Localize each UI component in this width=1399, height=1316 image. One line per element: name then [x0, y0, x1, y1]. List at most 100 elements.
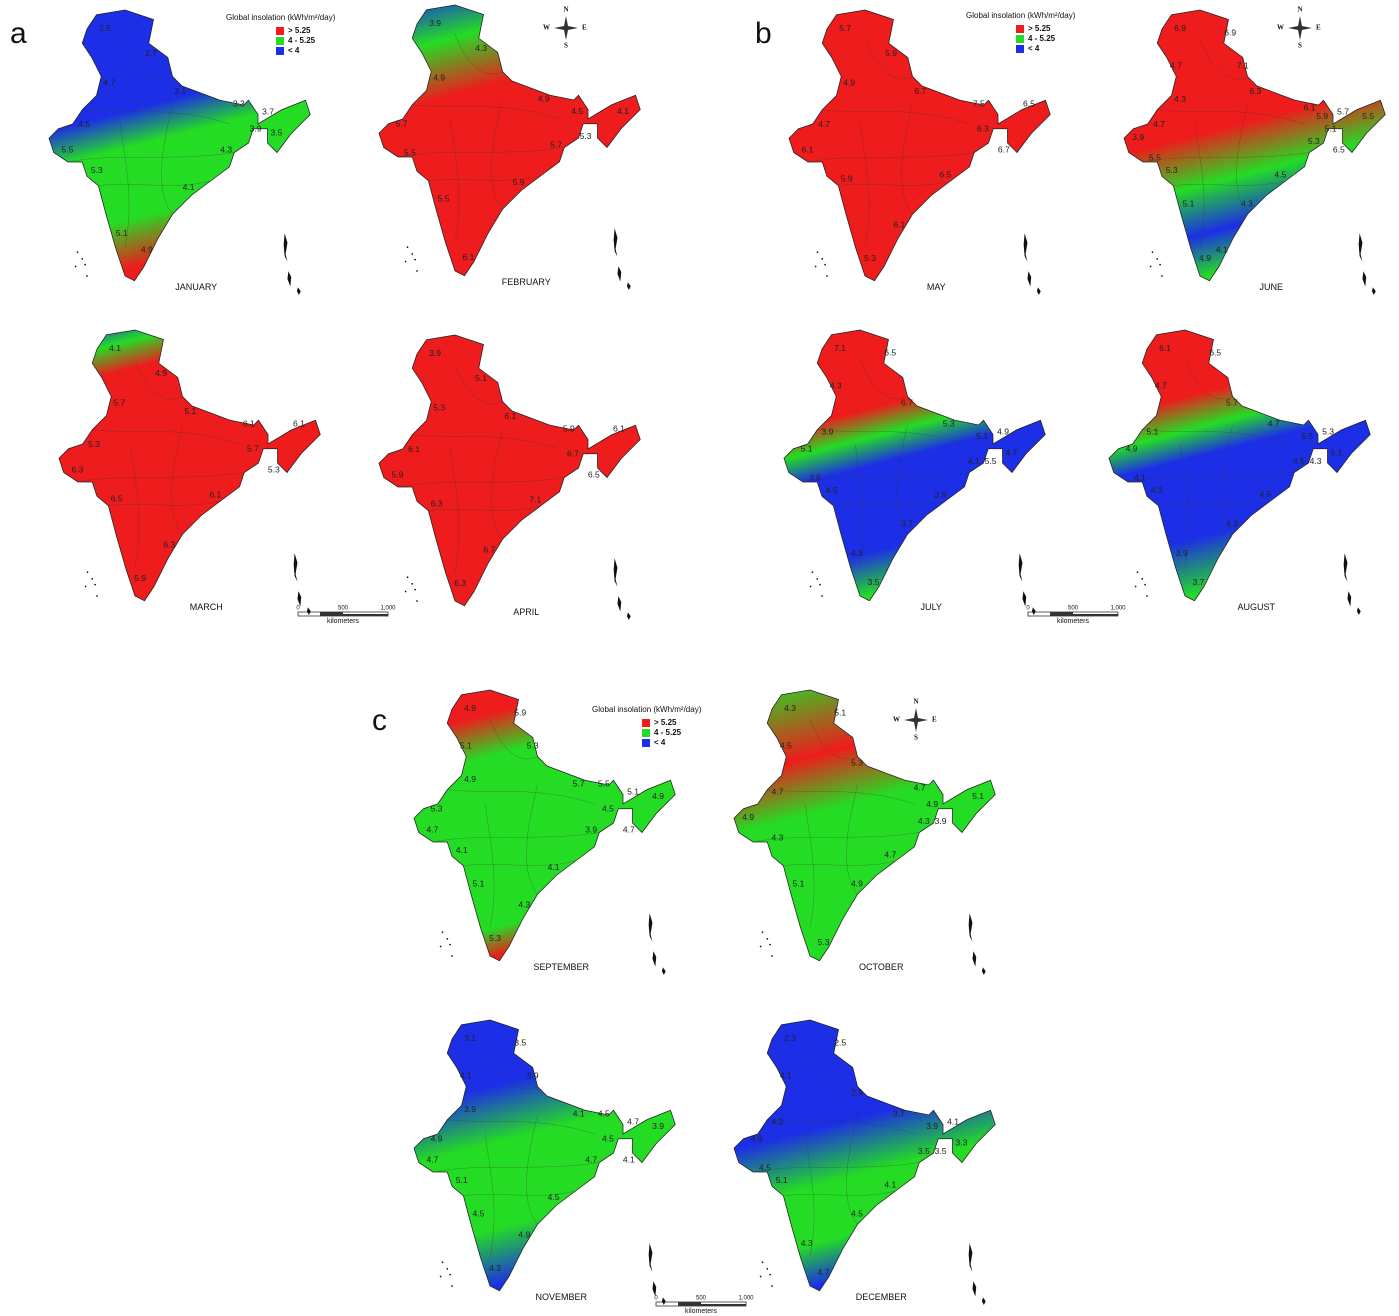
contour-line: [432, 832, 600, 843]
contour-line: [1142, 152, 1310, 163]
contour-line: [1142, 429, 1290, 445]
scale-bar-fill: [678, 1302, 701, 1306]
contour-value: 4.5: [780, 741, 792, 751]
contour-line: [412, 434, 560, 450]
contour-line: [783, 1190, 896, 1196]
contour-value: 6.9: [1174, 23, 1186, 33]
contour-line: [120, 123, 130, 248]
compass-label: E: [582, 24, 587, 32]
contour-value: 4.9: [433, 72, 445, 82]
legend-swatch: [276, 37, 284, 45]
island: [771, 1285, 773, 1287]
island: [809, 585, 812, 588]
panel-letter: c: [372, 704, 387, 737]
contour-value: 4.9: [538, 93, 550, 103]
country-outline: [48, 9, 311, 282]
contour-value: 3.7: [901, 519, 913, 529]
map: JULY 7.1 6.5 6.7 5.3 5.1 4.9 4.7 5.5 4.1 3.9 3.7 3.5…: [783, 329, 1046, 615]
contour-value: 5.7: [1337, 107, 1349, 117]
contour-value: 4.1: [623, 1154, 635, 1164]
contour-value: 6.1: [893, 220, 905, 230]
contour-line: [901, 104, 913, 215]
island: [86, 571, 89, 574]
contour-value: 5.3: [818, 937, 830, 947]
legend-swatch: [1016, 45, 1024, 53]
contour-line: [846, 784, 858, 895]
contour-value: 5.7: [573, 778, 585, 788]
island: [1141, 578, 1144, 580]
contour-value: 5.3: [433, 402, 445, 412]
island: [1161, 275, 1163, 277]
month-label: APRIL: [513, 607, 539, 617]
contour-line: [447, 789, 595, 805]
contour-value: 4.5: [548, 1192, 560, 1202]
contour-line: [822, 109, 970, 125]
island: [1036, 287, 1041, 295]
island: [76, 251, 79, 254]
island: [84, 585, 87, 588]
island: [972, 951, 977, 967]
country-outline: [1108, 329, 1371, 602]
contour-value: 4.7: [1170, 61, 1182, 71]
scale-bar-fill: [343, 614, 388, 616]
legend-label: < 4: [654, 738, 666, 747]
contour-line: [485, 803, 495, 928]
contour-value: 4.7: [818, 1267, 830, 1277]
contour-value: 3.9: [934, 489, 946, 499]
contour-value: 4.9: [652, 791, 664, 801]
contour-value: 4.9: [742, 812, 754, 822]
contour-line: [77, 472, 245, 483]
scale-bar-fill: [1050, 612, 1073, 616]
legend-swatch: [642, 719, 650, 727]
contour-value: 4.7: [818, 119, 830, 129]
legend-label: 4 - 5.25: [1028, 34, 1056, 43]
map: MARCH 4.1 4.9 5.1 6.1 6.1 5.3 5.7 6.1 6.3 5.9 6.5 6.…: [58, 329, 321, 615]
contour-value: 5.1: [976, 431, 988, 441]
contour-value: 4.5: [759, 1163, 771, 1173]
legend-label: > 5.25: [288, 26, 311, 35]
contour-value: 4.3: [475, 43, 487, 53]
island: [613, 228, 618, 257]
contour-value: 3.9: [527, 1071, 539, 1081]
scale-tick: 0: [1026, 606, 1030, 612]
contour-value: 7.1: [834, 343, 846, 353]
contour-value: 3.9: [429, 348, 441, 358]
scale-bar: 0 500 1,000 kilometers: [296, 606, 396, 625]
legend-title: Global insolation (kWh/m²/day): [226, 13, 336, 22]
scale-tick: 500: [1068, 606, 1079, 612]
contour-value: 3.9: [585, 824, 597, 834]
island: [283, 233, 288, 262]
contour-value: 6.9: [1224, 27, 1236, 37]
island: [441, 931, 444, 934]
island: [416, 270, 418, 272]
contour-line: [526, 784, 538, 895]
contour-value: 4.7: [1155, 381, 1167, 391]
country-outline: [733, 689, 996, 962]
contour-value: 5.3: [527, 741, 539, 751]
island: [1018, 553, 1023, 582]
contour-value: 5.7: [550, 139, 562, 149]
contour-value: 4.1: [109, 343, 121, 353]
contour-value: 3.1: [174, 86, 186, 96]
island: [1027, 271, 1032, 287]
legend-title: Global insolation (kWh/m²/day): [592, 705, 702, 714]
contour-value: 5.5: [1362, 111, 1374, 121]
contour-value: 7.1: [1237, 61, 1249, 71]
contour-value: 4.1: [460, 1071, 472, 1081]
contour-value: 5.9: [841, 174, 853, 184]
contour-value: 4.5: [602, 1133, 614, 1143]
contour-value: 4.3: [772, 833, 784, 843]
contour-value: 4.5: [472, 1209, 484, 1219]
contour-line: [450, 448, 460, 573]
island: [626, 612, 631, 620]
contour-value: 4.9: [464, 703, 476, 713]
island: [439, 1275, 442, 1278]
country-outline: [378, 4, 641, 277]
contour-value: 4.1: [1134, 473, 1146, 483]
month-label: SEPTEMBER: [533, 962, 589, 972]
contour-value: 5.9: [513, 177, 525, 187]
contour-value: 3.5: [270, 128, 282, 138]
month-label: JUNE: [1259, 282, 1283, 292]
